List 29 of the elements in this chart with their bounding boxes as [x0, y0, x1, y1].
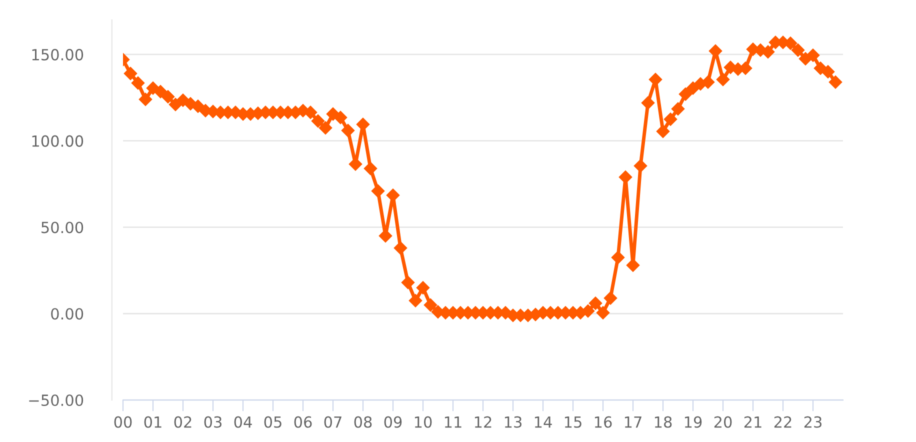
y-tick-label: 0.00: [51, 308, 84, 320]
x-tick-label: 05: [264, 416, 282, 428]
x-tick-label: 07: [324, 416, 342, 428]
x-tick-label: 20: [714, 416, 732, 428]
x-tick-label: 09: [384, 416, 402, 428]
x-tick-label: 22: [774, 416, 792, 428]
x-tick-label: 12: [474, 416, 492, 428]
x-tick-label: 21: [744, 416, 762, 428]
x-tick-label: 11: [444, 416, 462, 428]
x-tick-label: 03: [204, 416, 222, 428]
y-tick-label: 50.00: [42, 222, 84, 234]
x-tick-label: 06: [294, 416, 312, 428]
x-tick-label: 19: [684, 416, 702, 428]
x-tick-label: 02: [174, 416, 192, 428]
y-tick-label: 150.00: [32, 48, 84, 60]
x-tick-label: 04: [234, 416, 252, 428]
x-tick-label: 18: [654, 416, 672, 428]
x-tick-label: 15: [564, 416, 582, 428]
x-tick-label: 01: [144, 416, 162, 428]
x-tick-label: 23: [804, 416, 822, 428]
y-tick-label: −50.00: [29, 394, 84, 406]
x-tick-label: 00: [114, 416, 132, 428]
x-tick-label: 10: [414, 416, 432, 428]
x-tick-label: 16: [594, 416, 612, 428]
x-tick-label: 17: [624, 416, 642, 428]
y-tick-label: 100.00: [32, 135, 84, 147]
x-tick-label: 08: [354, 416, 372, 428]
x-tick-label: 13: [504, 416, 522, 428]
x-tick-label: 14: [534, 416, 552, 428]
